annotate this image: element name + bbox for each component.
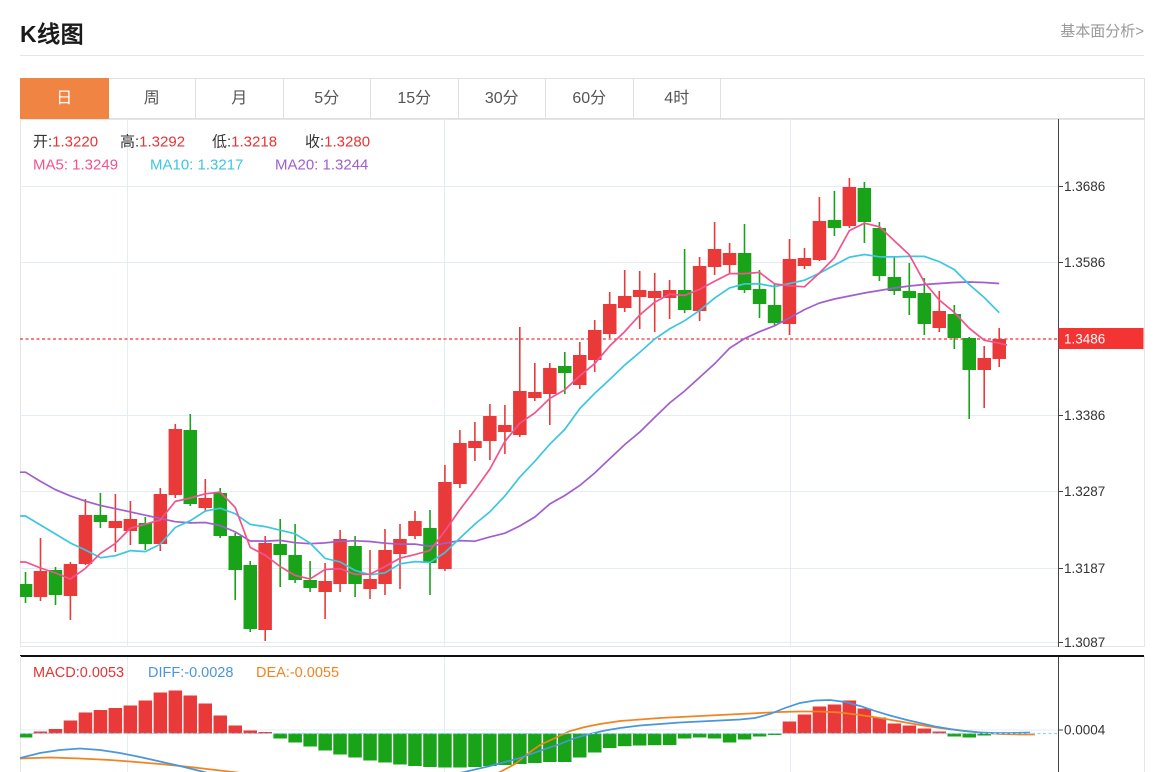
svg-text:1.3087: 1.3087 — [1064, 635, 1105, 650]
svg-text:开:1.3220: 开:1.3220 — [33, 134, 98, 151]
svg-text:1.3386: 1.3386 — [1064, 408, 1105, 423]
svg-text:1.3486: 1.3486 — [1064, 332, 1105, 347]
svg-text:1.3586: 1.3586 — [1064, 255, 1105, 270]
svg-text:DEA:-0.0055: DEA:-0.0055 — [256, 665, 339, 681]
svg-text:MA5: 1.3249: MA5: 1.3249 — [33, 157, 118, 174]
svg-text:高:1.3292: 高:1.3292 — [120, 134, 185, 151]
svg-text:1.3686: 1.3686 — [1064, 179, 1105, 194]
svg-text:DIFF:-0.0028: DIFF:-0.0028 — [148, 665, 233, 681]
svg-text:1.3187: 1.3187 — [1064, 561, 1105, 576]
svg-text:MA10: 1.3217: MA10: 1.3217 — [150, 157, 243, 174]
svg-text:低:1.3218: 低:1.3218 — [212, 134, 277, 151]
svg-text:收:1.3280: 收:1.3280 — [305, 134, 370, 151]
svg-text:MACD:0.0053: MACD:0.0053 — [33, 665, 124, 681]
svg-text:1.3287: 1.3287 — [1064, 484, 1105, 499]
svg-text:0.0004: 0.0004 — [1064, 723, 1106, 738]
svg-text:MA20: 1.3244: MA20: 1.3244 — [275, 157, 368, 174]
